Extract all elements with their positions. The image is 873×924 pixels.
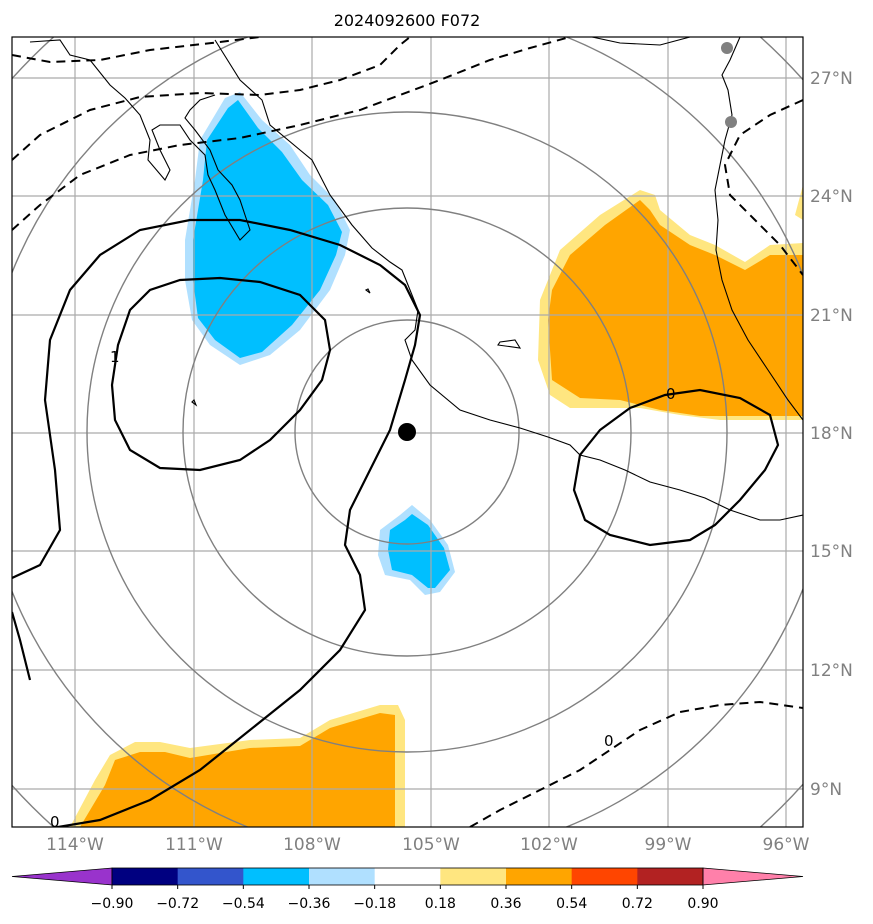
colorbar-extend-high [702,867,804,886]
lon-label: 102°W [520,835,578,855]
city-marker [721,42,733,54]
colorbar-tick-label: 0.36 [490,896,521,912]
colorbar-extend-low [11,867,113,886]
lon-label: 108°W [283,835,341,855]
map-frame [11,36,804,828]
colorbar-tick-label: 0.72 [622,896,653,912]
positive-anomaly-east-core [548,200,803,416]
colorbar-tick-label: 0.18 [425,896,456,912]
colorbar: −0.90 −0.72 −0.54 −0.36 −0.18 0.18 0.36 0.54 0.7… [11,867,804,912]
colorbar-segment [177,868,244,885]
latitude-labels: 27°N 24°N 21°N 18°N 15°N 12°N 9°N [810,69,853,800]
city-marker [725,116,737,128]
colorbar-tick-label: −0.72 [156,896,199,912]
graticule [12,37,803,827]
positive-anomaly-east-edge [795,185,803,220]
colorbar-tick-label: −0.18 [353,896,396,912]
colorbar-segment [571,868,638,885]
colorbar-tick-label: −0.54 [222,896,265,912]
colorbar-segment [243,868,310,885]
colorbar-segment [112,868,179,885]
colorbar-segment [440,868,507,885]
lat-label: 27°N [810,69,853,89]
colorbar-tick-label: 0.90 [687,896,718,912]
map-title: 2024092600 F072 [334,11,481,30]
colorbar-tick-label: 0.54 [556,896,587,912]
positive-anomaly-south-core [80,713,395,827]
coastlines [29,37,803,521]
contour-label-1: 1 [110,348,120,366]
contour-label-0-east: 0 [666,385,676,403]
colorbar-frame [111,867,704,886]
colorbar-segment [506,868,573,885]
lon-label: 114°W [46,835,104,855]
lon-label: 96°W [763,835,810,855]
colorbar-segment [637,868,704,885]
lat-label: 24°N [810,187,853,207]
lon-label: 111°W [165,835,223,855]
lat-label: 12°N [810,661,853,681]
lat-label: 9°N [810,780,842,800]
lat-label: 21°N [810,306,853,326]
lat-label: 18°N [810,424,853,444]
colorbar-tick-label: −0.90 [91,896,134,912]
storm-center-marker [398,423,416,441]
contour-label-0-south: 0 [604,732,614,750]
longitude-labels: 114°W 111°W 108°W 105°W 102°W 99°W 96°W [46,835,810,855]
contour-label-0-southwest: 0 [50,813,60,831]
colorbar-segment [309,868,376,885]
contours-solid [12,218,780,827]
colorbar-tick-label: −0.36 [288,896,331,912]
lat-label: 15°N [810,542,853,562]
lon-label: 105°W [402,835,460,855]
lon-label: 99°W [645,835,692,855]
colorbar-segment [374,868,441,885]
contours-dashed [12,37,803,827]
